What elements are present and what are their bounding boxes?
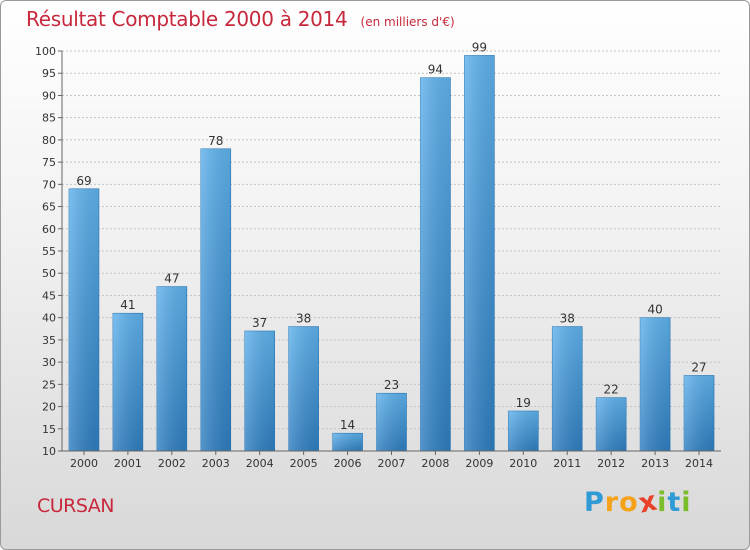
bar-shade	[420, 77, 451, 452]
commune-name: CURSAN	[37, 495, 115, 517]
bar-shade	[376, 393, 407, 451]
bar-shade	[508, 411, 539, 451]
y-tick-label: 60	[42, 223, 56, 236]
value-label: 47	[164, 272, 179, 286]
x-tick-label: 2005	[290, 457, 318, 470]
value-label: 99	[472, 40, 487, 54]
bar-shade	[288, 326, 319, 451]
y-tick-label: 55	[42, 245, 56, 258]
title-line: Résultat Comptable 2000 à 2014 (en milli…	[26, 7, 455, 31]
axis-layer: 10 15 20 25 30 35 40 45 50 55 60 65 70 75 80 85 90 95 100 2…	[35, 45, 721, 470]
y-tick-label: 45	[42, 289, 56, 302]
x-tick-label: 2014	[685, 457, 713, 470]
value-label: 23	[384, 378, 399, 392]
y-tick-label: 80	[42, 134, 56, 147]
brand-letter: t	[667, 487, 682, 518]
x-tick-label: 2000	[70, 457, 98, 470]
x-tick-label: 2001	[114, 457, 142, 470]
bar-shade	[244, 331, 275, 451]
y-tick-label: 15	[42, 423, 56, 436]
value-label: 69	[76, 174, 91, 188]
y-tick-label: 20	[42, 401, 56, 414]
x-tick-label: 2003	[202, 457, 230, 470]
y-tick-label: 40	[42, 312, 56, 325]
y-tick-label: 90	[42, 89, 56, 102]
x-tick-label: 2009	[465, 457, 493, 470]
value-label: 38	[296, 312, 311, 326]
bar-shade	[332, 433, 363, 451]
bar-shade	[112, 313, 143, 451]
bar-shade	[596, 397, 627, 451]
brand-letter: P	[584, 487, 605, 518]
x-tick-label: 2011	[553, 457, 581, 470]
y-tick-label: 100	[35, 45, 56, 58]
y-tick-label: 50	[42, 267, 56, 280]
y-tick-label: 65	[42, 201, 56, 214]
bar-shade	[464, 55, 495, 451]
y-tick-label: 75	[42, 156, 56, 169]
bar-shade	[200, 148, 231, 451]
bar-shade	[684, 375, 715, 451]
bar-layer: 69 41 47 78 37 38 14 23 94 99 19 38 22 40 27	[68, 40, 715, 452]
x-tick-label: 2002	[158, 457, 186, 470]
value-label: 37	[252, 316, 267, 330]
y-tick-label: 30	[42, 356, 56, 369]
brand-letter: o	[619, 487, 639, 518]
x-tick-label: 2012	[597, 457, 625, 470]
y-tick-label: 70	[42, 178, 56, 191]
y-tick-label: 25	[42, 378, 56, 391]
chart-title: Résultat Comptable 2000 à 2014	[26, 7, 348, 31]
bar-shade	[640, 317, 671, 451]
value-label: 19	[516, 396, 531, 410]
y-tick-label: 85	[42, 112, 56, 125]
value-label: 94	[428, 63, 443, 77]
x-tick-label: 2008	[421, 457, 449, 470]
y-tick-label: 35	[42, 334, 56, 347]
x-tick-label: 2013	[641, 457, 669, 470]
value-label: 14	[340, 418, 355, 432]
value-label: 38	[560, 312, 575, 326]
chart-unit: (en milliers d'€)	[360, 15, 455, 29]
value-label: 41	[120, 298, 135, 312]
bar-shade	[552, 326, 583, 451]
bar-shade	[68, 188, 99, 451]
x-tick-label: 2007	[378, 457, 406, 470]
value-label: 22	[604, 383, 619, 397]
y-tick-label: 95	[42, 67, 56, 80]
x-tick-label: 2004	[246, 457, 274, 470]
brand-logo: Proxiti	[584, 485, 692, 519]
value-label: 27	[691, 360, 706, 374]
x-tick-label: 2006	[334, 457, 362, 470]
brand-letter: r	[604, 487, 620, 518]
x-tick-label: 2010	[509, 457, 537, 470]
brand-letter: i	[657, 487, 668, 518]
y-tick-label: 10	[42, 445, 56, 458]
brand-letter: i	[681, 487, 692, 518]
bar-shade	[156, 286, 187, 451]
value-label: 40	[647, 303, 662, 317]
value-label: 78	[208, 134, 223, 148]
